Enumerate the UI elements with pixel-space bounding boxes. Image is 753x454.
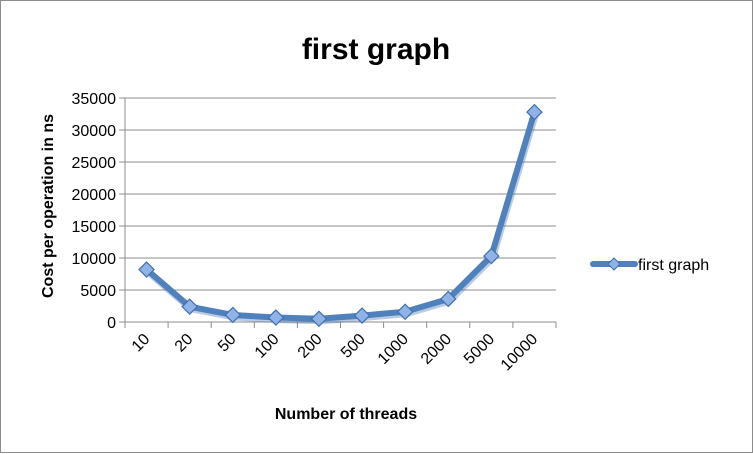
x-tick-label: 500 [338, 331, 369, 362]
x-tick-label: 10 [129, 331, 154, 356]
legend: first graph [590, 257, 709, 274]
gridlines [125, 97, 556, 323]
x-tick-label: 1000 [375, 331, 412, 368]
data-point-marker [353, 307, 371, 324]
x-tick-label: 200 [295, 331, 326, 362]
data-point-marker [138, 261, 155, 278]
series-group [138, 103, 543, 328]
y-axis-ticks: 0 5000 10000 15000 20000 25000 30000 35000 [72, 91, 125, 332]
data-point-marker [526, 103, 543, 121]
y-tick-label: 35000 [72, 91, 117, 108]
y-tick-label: 15000 [72, 219, 117, 236]
y-tick-label: 20000 [72, 187, 117, 204]
y-axis-title: Cost per operation in ns [40, 114, 57, 298]
y-tick-label: 25000 [72, 155, 117, 172]
x-tick-label: 50 [215, 331, 240, 356]
x-tick-label: 20 [172, 331, 197, 356]
y-tick-label: 5000 [80, 283, 116, 300]
x-tick-label: 2000 [418, 331, 455, 368]
x-axis-ticks: 10 20 50 100 200 500 1000 2000 5000 10000 [124, 322, 557, 375]
x-axis-title: Number of threads [275, 406, 417, 423]
data-point-marker [396, 303, 414, 321]
y-tick-label: 0 [107, 315, 116, 332]
data-point-marker [483, 247, 500, 265]
x-tick-label: 10000 [498, 331, 542, 375]
x-tick-label: 100 [252, 331, 283, 362]
data-point-marker [267, 309, 285, 326]
data-point-marker [181, 298, 198, 315]
chart-title: first graph [302, 33, 450, 66]
legend-marker [607, 257, 621, 271]
legend-label: first graph [638, 257, 709, 274]
x-tick-label: 5000 [461, 331, 498, 368]
y-tick-label: 10000 [72, 251, 117, 268]
data-point-marker [224, 306, 242, 324]
y-tick-label: 30000 [72, 123, 117, 140]
data-point-marker [310, 310, 328, 328]
series-line [143, 109, 538, 322]
data-point-marker [439, 290, 457, 308]
